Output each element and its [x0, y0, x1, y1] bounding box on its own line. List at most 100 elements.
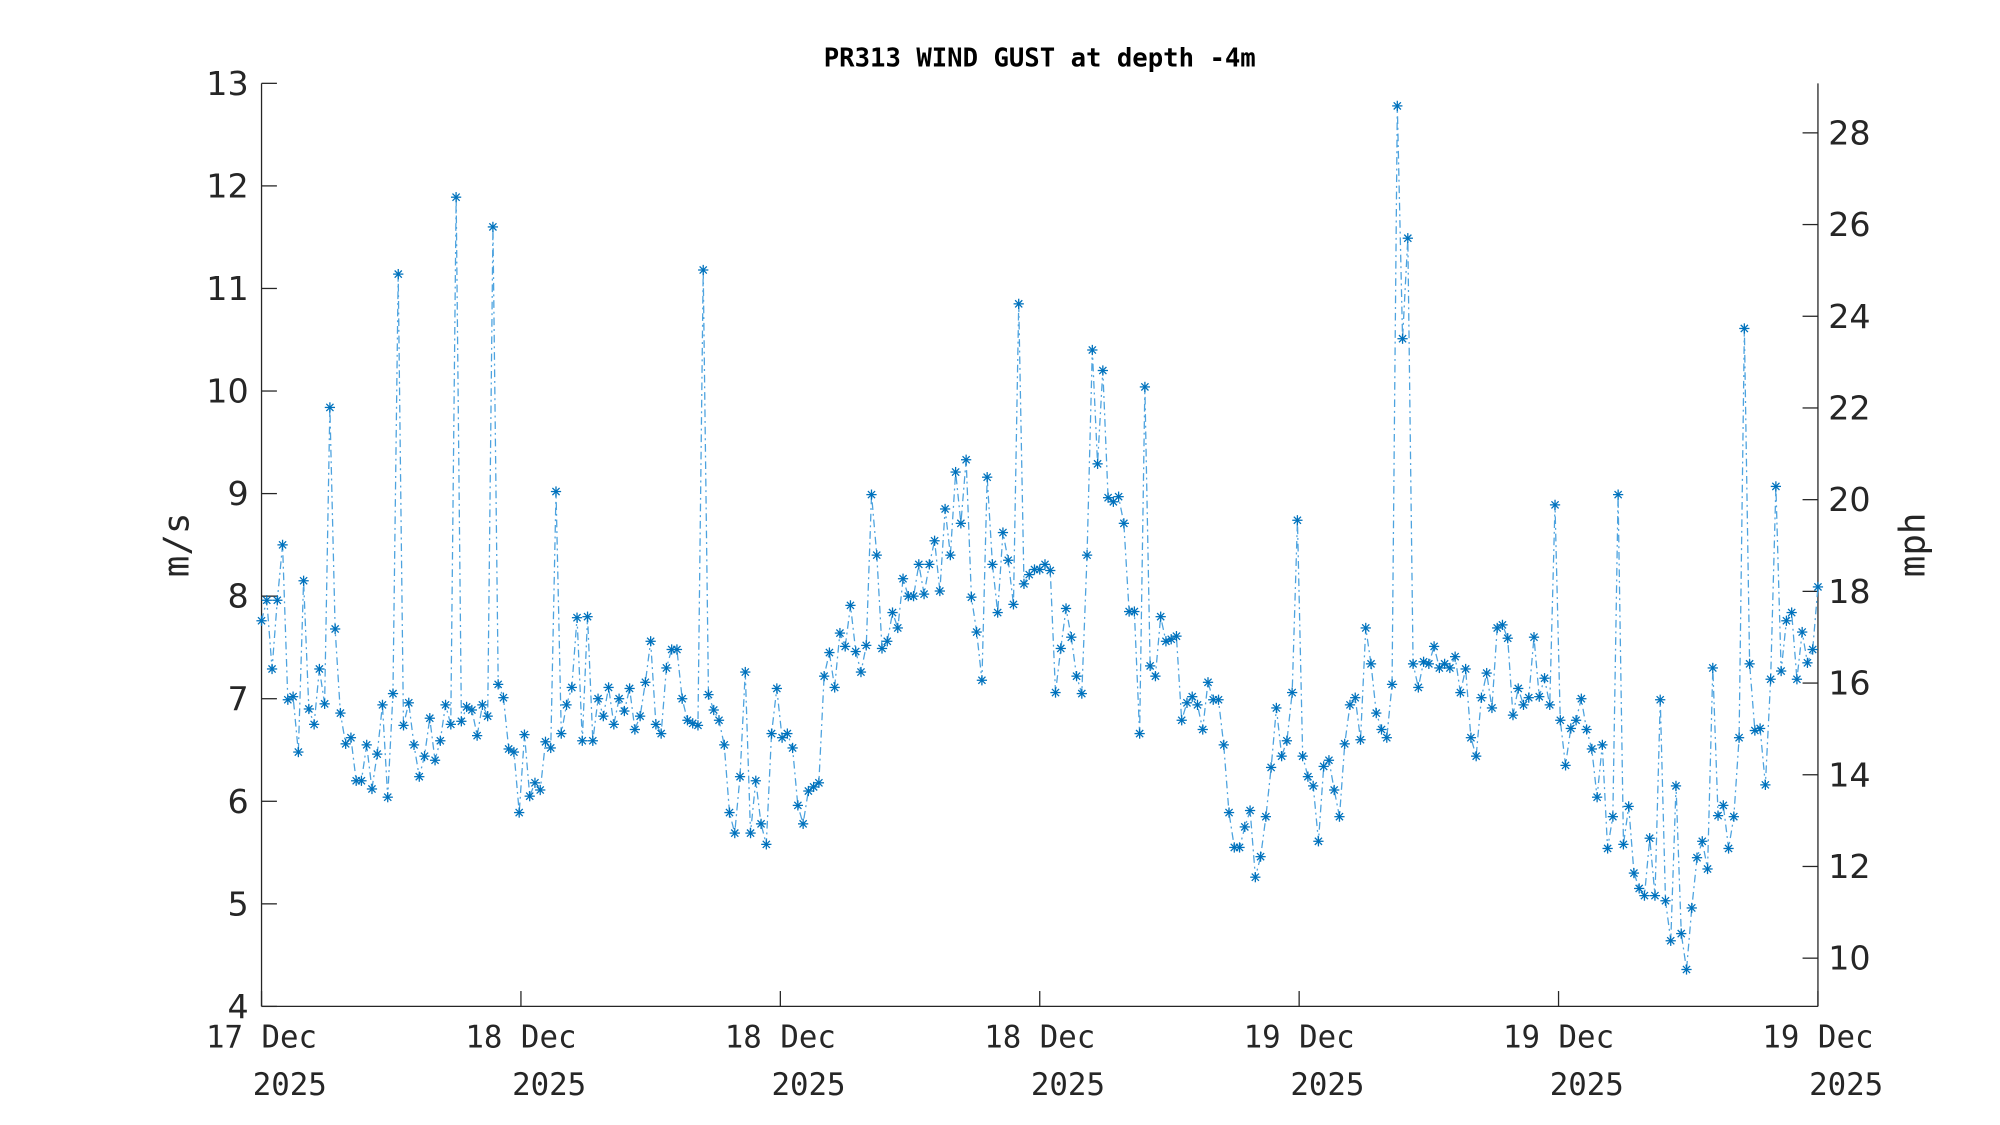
data-point-marker — [1350, 692, 1361, 703]
data-point-marker — [1534, 691, 1545, 702]
data-point-marker — [282, 694, 293, 705]
data-point-marker — [535, 784, 546, 796]
data-point-marker — [1613, 489, 1624, 500]
data-point-marker — [745, 827, 756, 839]
data-point-marker — [1234, 842, 1245, 853]
data-point-marker — [866, 489, 877, 500]
data-point-marker — [1644, 833, 1655, 844]
data-point-marker — [471, 730, 483, 741]
data-point-marker — [608, 719, 619, 730]
data-point-marker — [1502, 633, 1513, 644]
y-right-tick-label: 18 — [1828, 572, 1870, 611]
x-tick-label-date: 19 Dec — [1244, 1019, 1355, 1055]
data-point-marker — [461, 701, 472, 713]
data-point-marker — [1292, 515, 1303, 526]
data-point-marker — [797, 818, 809, 829]
data-point-marker — [1676, 928, 1687, 939]
data-point-marker — [603, 682, 614, 693]
data-point-marker — [1071, 671, 1082, 682]
data-point-marker — [1649, 890, 1661, 901]
data-point-marker — [1555, 715, 1566, 726]
data-point-marker — [913, 559, 924, 570]
data-point-marker — [550, 486, 562, 497]
data-point-marker — [587, 735, 598, 746]
data-point-marker — [1092, 458, 1103, 469]
x-tick-label-date: 18 Dec — [725, 1019, 836, 1055]
data-point-marker — [1665, 935, 1676, 946]
data-point-marker — [1260, 811, 1271, 822]
data-point-marker — [803, 785, 814, 797]
data-point-marker — [950, 466, 961, 478]
data-point-marker — [734, 771, 746, 782]
data-point-marker — [1597, 739, 1608, 751]
data-point-marker — [477, 699, 488, 710]
data-point-marker — [456, 716, 467, 727]
data-point-marker — [1455, 687, 1466, 698]
data-point-marker — [493, 679, 504, 690]
data-point-marker — [955, 518, 966, 529]
data-point-marker — [771, 683, 782, 694]
data-point-marker — [1271, 702, 1282, 714]
data-point-marker — [1634, 883, 1645, 894]
data-point-marker — [1055, 643, 1066, 654]
data-point-marker — [414, 771, 425, 782]
data-point-marker — [424, 713, 435, 724]
data-point-marker — [1776, 665, 1787, 677]
y-tick-label: 5 — [227, 884, 248, 923]
x-tick-label-date: 18 Dec — [465, 1019, 576, 1055]
y-right-tick-label: 20 — [1828, 480, 1870, 519]
x-tick-label-year: 2025 — [1809, 1067, 1883, 1103]
data-point-marker — [1150, 671, 1161, 682]
data-point-marker — [577, 735, 588, 746]
data-point-marker — [671, 644, 683, 655]
data-point-marker — [1528, 632, 1540, 643]
data-point-marker — [1434, 662, 1445, 674]
data-point-marker — [529, 777, 541, 788]
y-right-tick-label: 24 — [1828, 297, 1870, 336]
data-point-marker — [466, 704, 477, 716]
data-point-marker — [303, 703, 314, 715]
y-tick-label: 12 — [206, 166, 248, 205]
data-point-marker — [1744, 658, 1755, 669]
data-point-marker — [982, 472, 993, 483]
data-point-marker — [1754, 723, 1766, 734]
data-point-marker — [1539, 673, 1550, 684]
data-point-marker — [598, 711, 609, 722]
data-point-marker — [1471, 751, 1482, 762]
data-series — [256, 100, 1824, 975]
x-tick-label-year: 2025 — [1290, 1067, 1364, 1103]
data-point-marker — [319, 698, 330, 709]
data-point-marker — [1365, 658, 1377, 669]
data-point-marker — [1481, 667, 1492, 679]
x-tick-label-date: 19 Dec — [1762, 1019, 1873, 1055]
data-point-marker — [1797, 626, 1808, 638]
data-point-marker — [1139, 381, 1151, 393]
data-point-marker — [755, 818, 767, 829]
data-point-marker — [1670, 780, 1682, 792]
y-tick-label: 11 — [206, 269, 248, 308]
data-point-marker — [1013, 298, 1024, 309]
data-point-marker — [1718, 800, 1729, 811]
data-point-marker — [750, 775, 761, 786]
x-tick-label-year: 2025 — [253, 1067, 327, 1103]
data-point-marker — [1355, 734, 1366, 745]
data-point-marker — [824, 647, 835, 658]
data-point-marker — [629, 724, 640, 735]
data-point-marker — [335, 707, 346, 719]
data-point-marker — [966, 592, 977, 603]
data-point-marker — [1397, 333, 1408, 344]
data-point-marker — [377, 699, 388, 710]
data-point-marker — [897, 573, 909, 584]
data-point-marker — [566, 682, 577, 693]
data-point-marker — [961, 454, 972, 465]
data-point-marker — [1066, 632, 1077, 643]
data-point-marker — [519, 729, 530, 740]
data-point-marker — [1287, 687, 1298, 698]
data-point-marker — [1213, 694, 1224, 705]
data-point-marker — [1570, 715, 1582, 726]
data-point-marker — [293, 746, 304, 758]
data-point-marker — [939, 503, 951, 515]
data-point-marker — [1723, 843, 1734, 854]
data-point-marker — [435, 735, 446, 746]
data-point-marker — [840, 641, 851, 652]
